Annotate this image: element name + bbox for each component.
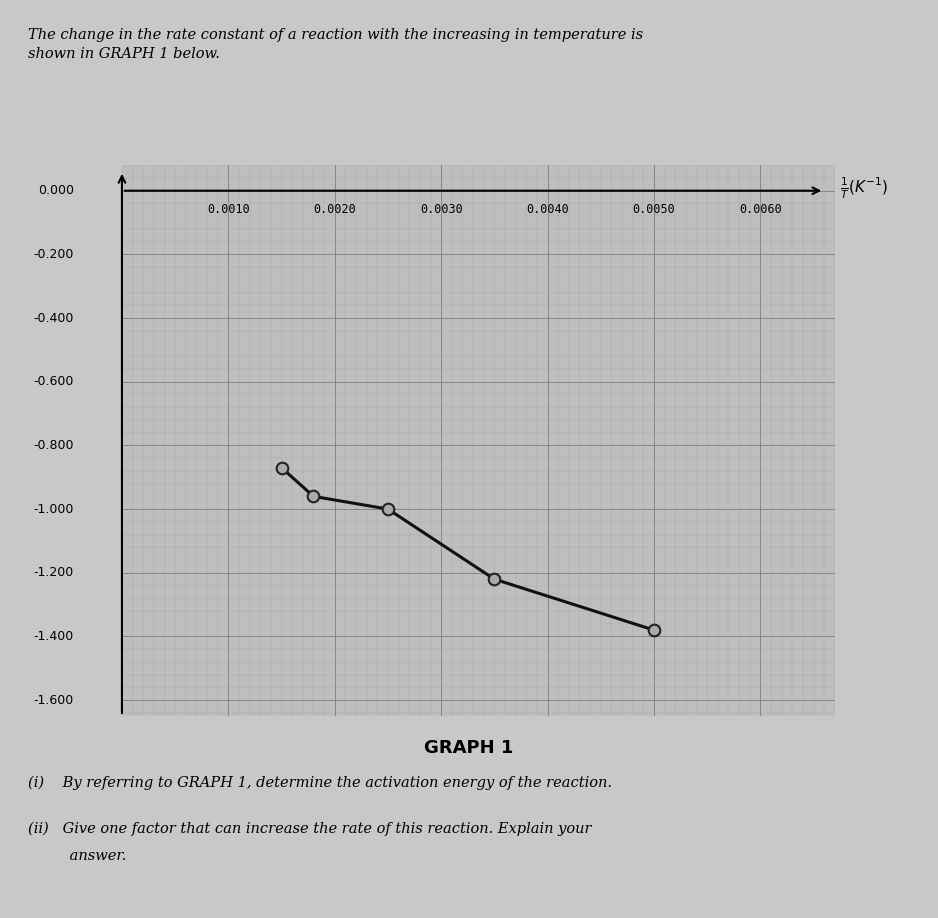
Text: -0.800: -0.800 [34,439,74,452]
Text: 0.0010: 0.0010 [207,204,250,217]
Text: -0.400: -0.400 [34,311,74,325]
Text: $\frac{1}{T}(K^{-1})$: $\frac{1}{T}(K^{-1})$ [840,175,888,201]
Text: 0.0050: 0.0050 [632,204,675,217]
Point [274,460,289,475]
Text: 0.0020: 0.0020 [313,204,356,217]
Text: 0.0060: 0.0060 [739,204,781,217]
Point [381,502,396,517]
Text: -1.200: -1.200 [34,566,74,579]
Text: 0.000: 0.000 [38,185,74,197]
Text: (ii)   Give one factor that can increase the rate of this reaction. Explain your: (ii) Give one factor that can increase t… [28,822,592,836]
Text: (i)    By referring to GRAPH 1, determine the activation energy of the reaction.: (i) By referring to GRAPH 1, determine t… [28,776,613,790]
Text: 0.0030: 0.0030 [420,204,462,217]
Text: -1.000: -1.000 [34,502,74,516]
Text: The change in the rate constant of a reaction with the increasing in temperature: The change in the rate constant of a rea… [28,28,643,61]
Point [646,622,661,637]
Point [487,572,502,587]
Text: 0.0040: 0.0040 [526,204,569,217]
Point [306,489,321,504]
Text: -1.400: -1.400 [34,630,74,643]
Text: -1.600: -1.600 [34,694,74,707]
Text: answer.: answer. [28,849,127,863]
Text: -0.200: -0.200 [34,248,74,261]
Text: GRAPH 1: GRAPH 1 [424,739,514,757]
Text: -0.600: -0.600 [34,375,74,388]
